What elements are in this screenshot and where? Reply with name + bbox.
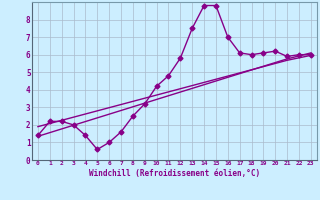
X-axis label: Windchill (Refroidissement éolien,°C): Windchill (Refroidissement éolien,°C) bbox=[89, 169, 260, 178]
